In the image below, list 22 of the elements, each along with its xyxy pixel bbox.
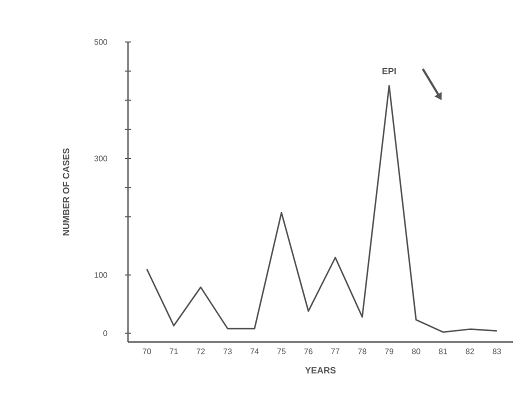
y-axis-title: NUMBER OF CASES: [62, 148, 70, 236]
y-tick-label: 500: [94, 39, 108, 45]
x-tick-label: 78: [358, 348, 366, 354]
x-tick-label: 82: [466, 348, 474, 354]
x-tick-label: 81: [438, 348, 448, 354]
x-axis-title: YEARS: [305, 367, 336, 374]
x-tick-label: 71: [170, 348, 178, 354]
x-tick-label: 74: [250, 348, 259, 354]
x-tick-label: 73: [224, 348, 232, 354]
x-tick-label: 83: [492, 348, 501, 354]
y-tick-label: 300: [94, 156, 108, 162]
x-tick-label: 70: [142, 348, 151, 354]
x-tick-label: 77: [331, 348, 340, 354]
x-tick-label: 80: [412, 348, 420, 354]
y-tick-label: 0: [103, 330, 108, 336]
x-tick-label: 76: [304, 348, 312, 354]
x-tick-label: 75: [277, 348, 286, 354]
x-tick-label: 79: [385, 348, 394, 354]
y-tick-label: 100: [94, 272, 108, 278]
annotation: EPI: [382, 68, 396, 74]
x-tick-label: 72: [196, 348, 205, 354]
line-series: [146, 84, 498, 333]
